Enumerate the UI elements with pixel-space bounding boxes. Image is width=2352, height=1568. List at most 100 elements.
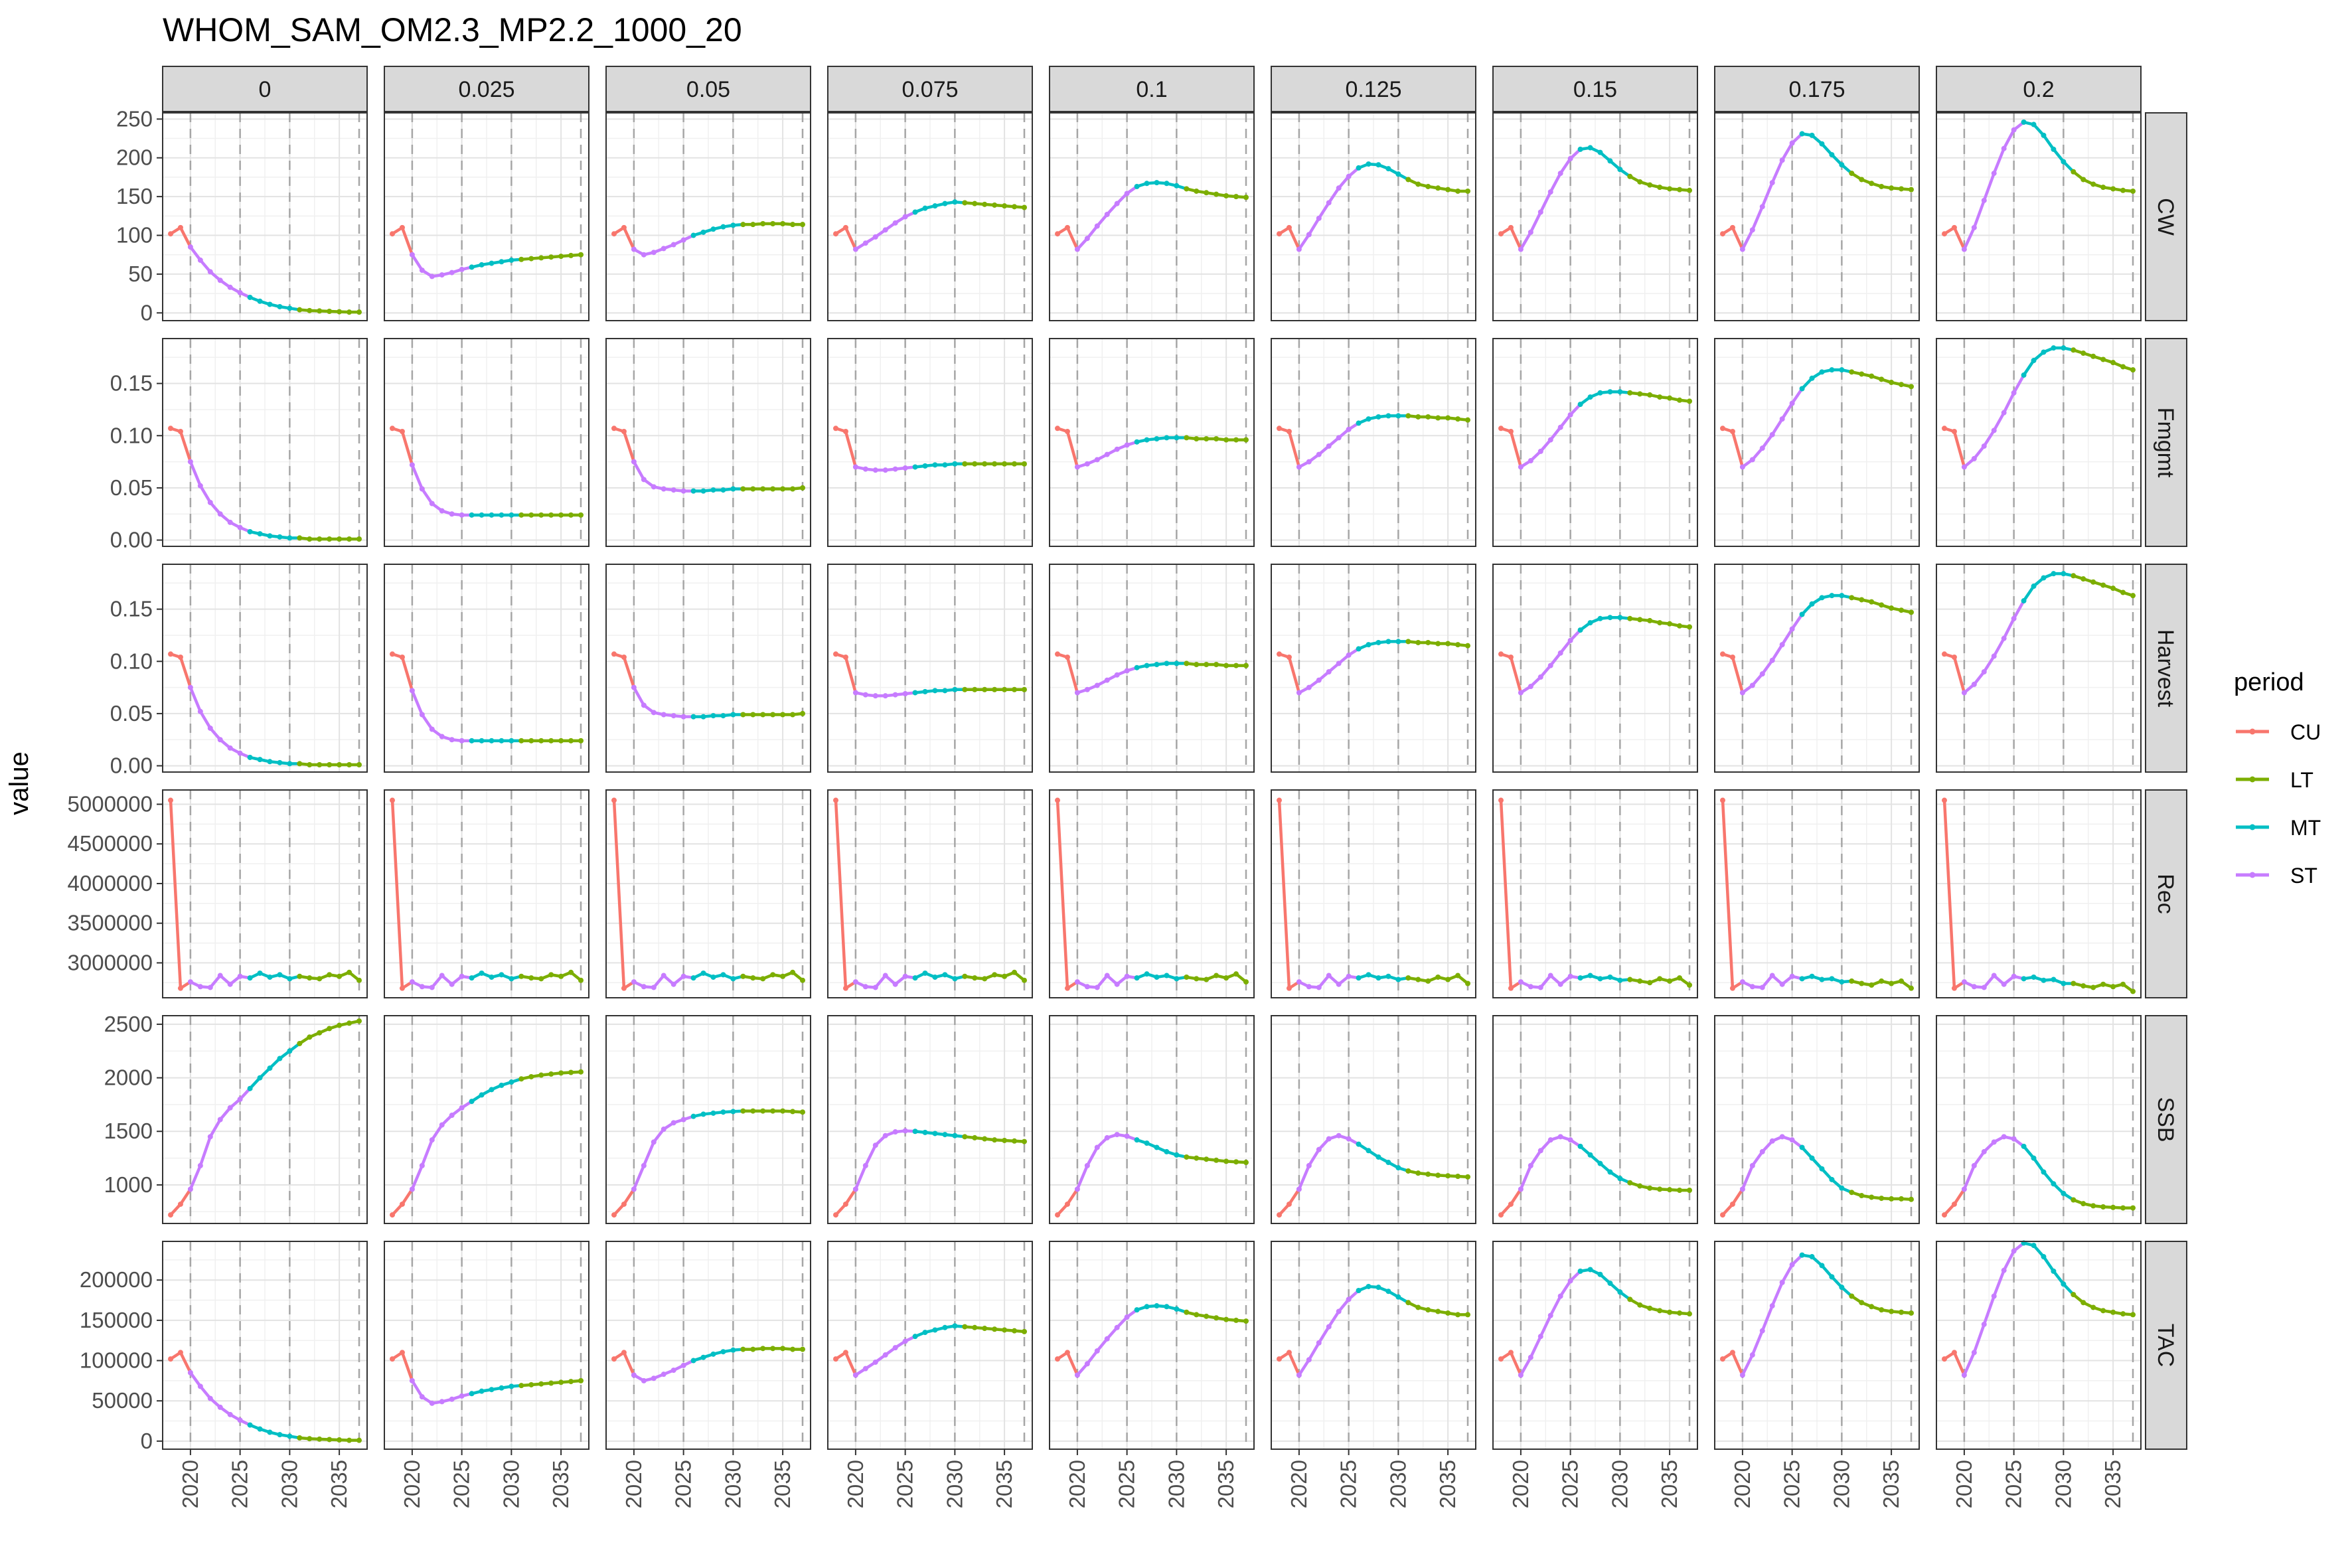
data-point: [1366, 1283, 1372, 1289]
x-tick-label: 2025: [1336, 1460, 1361, 1508]
data-point: [1769, 973, 1775, 979]
data-point: [1647, 392, 1653, 398]
data-point: [578, 738, 584, 744]
facet-panel: [1049, 1015, 1255, 1224]
data-point: [680, 488, 686, 494]
data-point: [409, 1377, 415, 1383]
series-segment-st: [208, 1118, 222, 1138]
series-segment-st: [1780, 627, 1794, 647]
data-point: [1445, 1310, 1451, 1316]
series-segment-st: [2002, 391, 2015, 414]
data-point: [922, 205, 928, 211]
series-segment-st: [1962, 1351, 1976, 1377]
series-segment-st: [420, 487, 434, 505]
data-point: [1617, 389, 1623, 395]
panel-border: [1271, 564, 1476, 773]
data-point: [1991, 428, 1997, 433]
series-segment-st: [2012, 373, 2025, 395]
data-point: [1508, 1350, 1514, 1356]
data-point: [568, 252, 574, 258]
x-tick-label: 2020: [843, 1460, 868, 1508]
data-point: [1961, 979, 1967, 985]
series-segment-cu: [1952, 430, 1966, 469]
data-point: [1425, 183, 1431, 189]
data-point: [1114, 446, 1120, 452]
data-point: [1346, 973, 1352, 979]
series-segment-st: [1962, 226, 1976, 251]
data-point: [2051, 1268, 2057, 1274]
data-point: [1829, 1176, 1835, 1182]
data-point: [1243, 1318, 1249, 1324]
data-point: [1012, 1138, 1018, 1144]
data-point: [1617, 167, 1623, 173]
series-segment-st: [1992, 1269, 2005, 1298]
data-point: [1114, 1324, 1120, 1330]
series-segment-st: [1539, 190, 1552, 214]
data-point: [1074, 979, 1080, 985]
data-point: [1134, 183, 1140, 189]
data-point: [1134, 1137, 1140, 1143]
legend-entry-cu: CU: [2236, 720, 2321, 744]
strip-background: [1271, 66, 1476, 112]
data-point: [1002, 1327, 1008, 1333]
data-point: [1739, 246, 1745, 252]
strip-background: [1049, 66, 1255, 112]
data-point: [1537, 1148, 1543, 1154]
data-point: [356, 1018, 362, 1024]
data-point: [168, 1212, 173, 1218]
series-segment-st: [1972, 1322, 1986, 1354]
data-point: [1385, 639, 1391, 645]
data-point: [1498, 651, 1504, 657]
panel-border: [827, 338, 1033, 547]
data-point: [2051, 146, 2057, 152]
data-point: [1889, 1196, 1895, 1202]
data-point: [2011, 1248, 2017, 1254]
data-point: [1508, 1201, 1514, 1207]
data-point: [972, 461, 978, 467]
data-point: [197, 708, 203, 714]
series-segment-st: [1559, 413, 1572, 429]
data-point: [1677, 1187, 1683, 1193]
panel-border: [1936, 112, 2142, 321]
data-point: [1366, 642, 1372, 648]
data-point: [1547, 1312, 1553, 1318]
data-point: [1425, 1171, 1431, 1177]
series-segment-cu: [400, 226, 414, 256]
data-point: [1547, 1137, 1553, 1143]
data-point: [1114, 981, 1120, 987]
data-point: [1286, 1201, 1292, 1207]
strip-label: 0.2: [2023, 77, 2054, 102]
data-point: [548, 254, 554, 260]
data-point: [972, 1135, 978, 1140]
strip-label: TAC: [2153, 1324, 2178, 1367]
data-point: [197, 483, 203, 489]
data-point: [307, 975, 313, 981]
data-point: [1799, 131, 1805, 137]
data-point: [1627, 1180, 1633, 1186]
data-point: [1296, 246, 1302, 252]
data-point: [992, 1326, 998, 1332]
data-point: [1657, 1308, 1663, 1314]
series-segment-st: [1751, 205, 1764, 232]
data-point: [1223, 663, 1229, 668]
data-point: [1720, 231, 1725, 237]
facet-panel: [1492, 1241, 1698, 1450]
y-tick-label: 0.05: [110, 701, 153, 726]
series-segment-cu: [1509, 226, 1523, 251]
data-point: [518, 512, 524, 518]
x-tick-label: 2030: [942, 1460, 967, 1508]
data-point: [1022, 977, 1027, 983]
data-point: [2031, 584, 2037, 589]
facet-panel: [162, 112, 368, 321]
data-point: [1174, 435, 1180, 441]
series-segment-cu: [1287, 655, 1301, 694]
series-segment-cu: [1731, 226, 1745, 251]
data-point: [518, 1383, 524, 1389]
series-segment-st: [2002, 617, 2015, 640]
panel-border: [827, 112, 1033, 321]
data-point: [419, 1162, 425, 1168]
data-point: [2011, 1136, 2017, 1142]
data-point: [1405, 639, 1411, 645]
data-point: [1425, 414, 1431, 420]
data-point: [207, 984, 213, 990]
